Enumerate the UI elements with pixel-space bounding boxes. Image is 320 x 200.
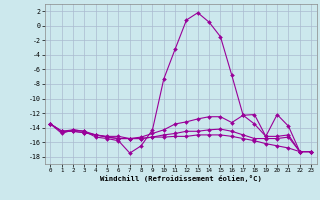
X-axis label: Windchill (Refroidissement éolien,°C): Windchill (Refroidissement éolien,°C) <box>100 175 262 182</box>
